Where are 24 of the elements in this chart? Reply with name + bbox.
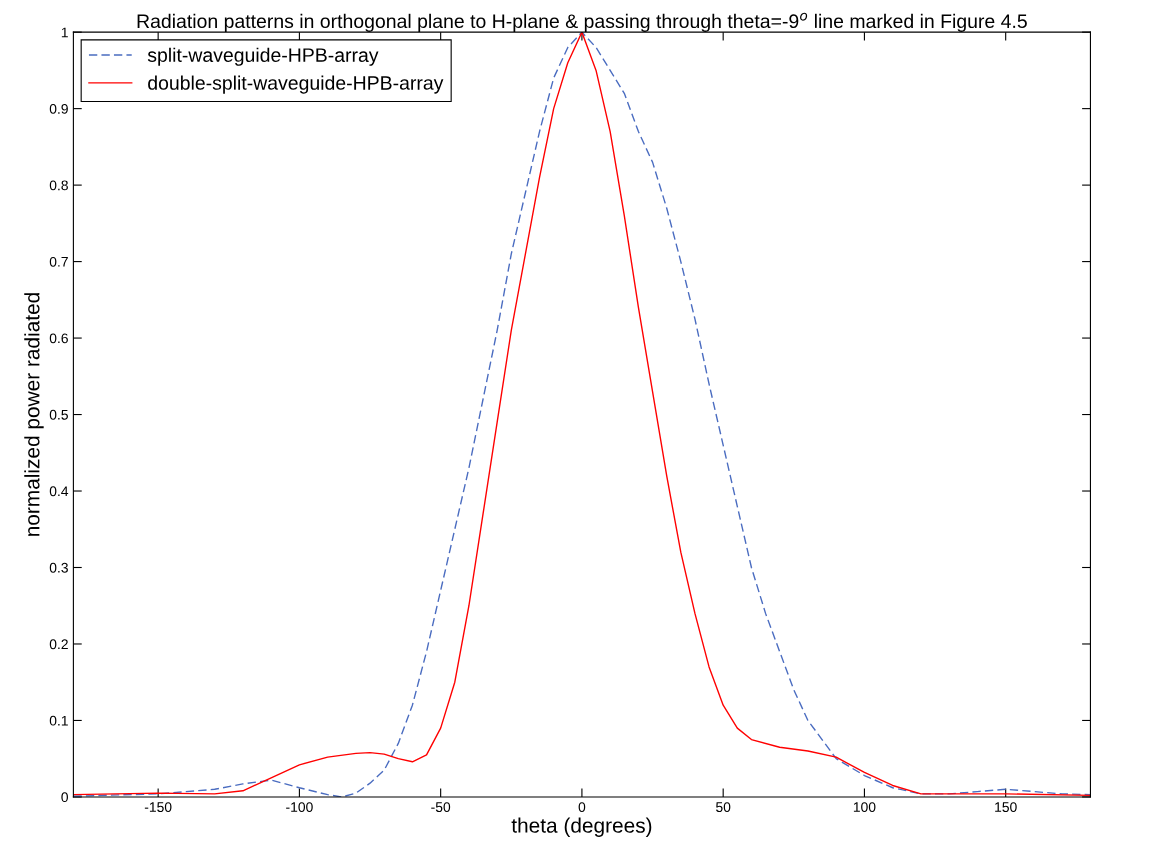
legend-label: split-waveguide-HPB-array <box>147 47 379 66</box>
line-series <box>73 32 1091 797</box>
y-tick-label: 1 <box>61 27 68 38</box>
y-tick-label: 0.3 <box>49 562 68 573</box>
x-tick-label: 50 <box>716 802 731 812</box>
x-tick-label: 150 <box>995 802 1017 812</box>
y-tick-label: 0.4 <box>49 486 69 497</box>
y-tick-label: 0.8 <box>49 180 68 191</box>
y-tick-label: 0.1 <box>49 715 68 726</box>
y-tick-label: 0 <box>61 792 68 803</box>
y-axis-title: normalized power radiated <box>24 293 44 536</box>
x-tick-label: 0 <box>578 802 586 812</box>
chart-title: Radiation patterns in orthogonal plane to H-plane & passing through theta=-9$^{o}$ line marked in Figure 4.5 <box>137 12 1027 32</box>
x-tick-label: 100 <box>853 802 876 812</box>
x-tick-label: -150 <box>144 802 172 812</box>
y-tick-label: 0.2 <box>49 639 68 650</box>
x-tick-label: -100 <box>286 802 313 812</box>
legend-label: double-split-waveguide-HPB-array <box>148 75 444 94</box>
x-tick-label: -50 <box>431 802 451 812</box>
y-tick-label: 0.5 <box>49 409 68 420</box>
y-tick-label: 0.7 <box>49 256 68 267</box>
y-tick-label: 0.9 <box>49 103 68 114</box>
y-tick-label: 0.6 <box>49 333 68 344</box>
x-axis-title: theta (degrees) <box>511 817 652 837</box>
